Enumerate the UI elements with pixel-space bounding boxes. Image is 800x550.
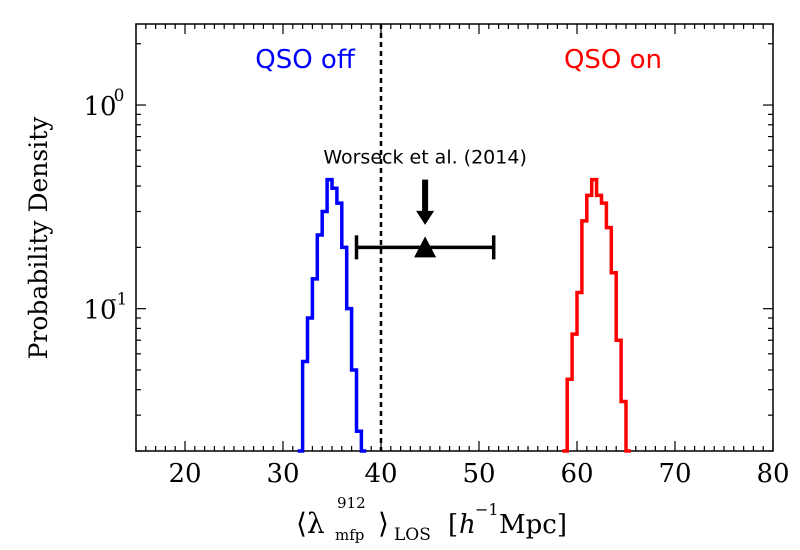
label-qso-on: QSO on xyxy=(564,45,662,75)
y-tick-label: 10 xyxy=(83,92,116,122)
x-label-lambda: ⟨λ xyxy=(296,507,325,540)
x-label-sup: 912 xyxy=(337,494,366,512)
x-axis-label: ⟨λ 912 mfp ⟩ LOS [ h −1 Mpc] xyxy=(296,494,567,545)
series-group xyxy=(297,177,631,453)
x-label-sub: mfp xyxy=(335,526,364,544)
histogram-qso-on xyxy=(562,177,631,453)
measurement-label: Worseck et al. (2014) xyxy=(323,147,527,169)
histogram-qso-off xyxy=(297,177,367,453)
x-label-los: LOS xyxy=(394,525,431,545)
x-label-close: ⟩ xyxy=(378,507,389,540)
plot-frame xyxy=(135,23,774,452)
x-label-bracket: [ xyxy=(448,510,458,540)
x-label-h: h xyxy=(459,510,476,540)
y-axis-label: Probability Density xyxy=(24,116,53,360)
measurement-group: Worseck et al. (2014) xyxy=(323,147,527,260)
y-tick-exponent: -1 xyxy=(111,290,128,310)
x-tick-label: 30 xyxy=(266,459,299,489)
x-tick-label: 50 xyxy=(462,459,495,489)
x-ticks: 20 30 40 50 60 70 80 xyxy=(135,24,790,489)
label-qso-off: QSO off xyxy=(255,45,356,75)
x-tick-label: 40 xyxy=(364,459,397,489)
x-tick-label: 60 xyxy=(560,459,593,489)
x-tick-label: 70 xyxy=(658,459,691,489)
arrow-head xyxy=(416,210,435,225)
x-tick-label: 80 xyxy=(756,459,789,489)
y-tick-label: 10 xyxy=(83,296,116,326)
x-tick-label: 20 xyxy=(168,459,201,489)
x-label-mpc: Mpc] xyxy=(499,510,567,540)
measurement-triangle xyxy=(414,236,437,258)
x-label-hexp: −1 xyxy=(475,500,499,519)
y-tick-exponent: 0 xyxy=(114,86,125,106)
